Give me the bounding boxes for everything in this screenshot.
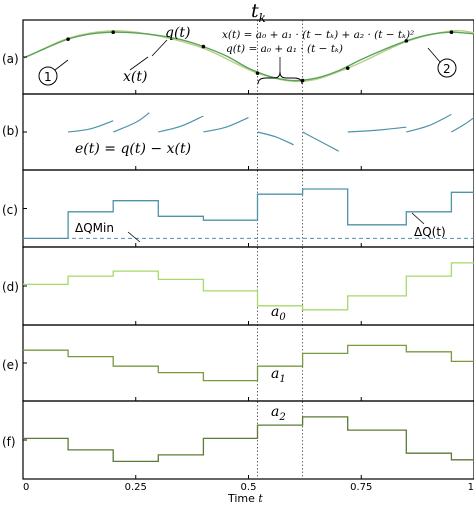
error-segment-1: [68, 120, 114, 133]
panel-a-marker-2-circle: [437, 58, 457, 78]
coef-a2-step-line: [23, 416, 474, 463]
error-segment-2: [112, 112, 150, 133]
panel-e-a1-label: a1: [271, 366, 286, 385]
pointer-dq: [411, 212, 425, 225]
x-tick-label: 0.5: [241, 482, 257, 493]
dq-step-line: [23, 188, 474, 240]
panel-e-frame: [22, 324, 474, 402]
panel-c: (c) ΔQMin ΔQ(t): [2, 169, 474, 248]
panel-d: (d) a0: [2, 246, 474, 326]
marker-point-7: [404, 39, 409, 43]
error-segment-7: [347, 126, 407, 133]
panel-d-a0-label: a0: [271, 304, 286, 323]
pointer-1: [54, 59, 69, 71]
panel-c-frame: [22, 169, 474, 248]
panel-a-marker-2-label: 2: [443, 62, 451, 76]
error-segment-3: [158, 115, 204, 133]
x-tick-label: 0.25: [125, 482, 147, 493]
panel-a: (a) q(t) x(t) 1 2 x(t) = a₀ + a₁ · (t − …: [2, 19, 474, 95]
error-segment-4: [203, 117, 249, 133]
x-tick-label: 0: [23, 482, 29, 493]
marker-point-3: [201, 44, 206, 49]
marker-point-1: [66, 37, 70, 41]
top-label-tk: tk: [251, 0, 266, 25]
error-segment-5: [257, 131, 294, 146]
panel-c-dq-label: ΔQ(t): [414, 225, 446, 239]
coef-a1-step-line: [23, 344, 474, 382]
guide-lines: [257, 20, 304, 479]
panel-b-error-label: e(t) = q(t) − x(t): [75, 141, 191, 157]
x-tick-label: 0.75: [350, 482, 372, 493]
panel-a-x-label: x(t): [123, 69, 147, 85]
marker-point-4: [255, 71, 260, 75]
panel-c-dqmin-label: ΔQMin: [75, 221, 114, 235]
pointer-x: [129, 56, 149, 71]
panel-a-marker-1-label: 1: [44, 70, 52, 84]
panel-a-q-label: q(t): [165, 25, 191, 41]
panel-f-a2-label: a2: [271, 404, 286, 423]
error-segment-9: [451, 117, 474, 133]
formula-x: x(t) = a₀ + a₁ · (t − tₖ) + a₂ · (t − tₖ…: [222, 29, 414, 41]
pointer-q: [151, 39, 168, 57]
formula-q: q(t) = a₀ + a₁ · (t − tₖ): [226, 43, 343, 55]
panel-b: (b) e(t) = q(t) − x(t): [2, 93, 474, 171]
brace: [257, 71, 303, 85]
pointer-2: [427, 47, 441, 63]
panel-b-label: (b): [2, 124, 19, 138]
x-tick-label: 1: [468, 482, 474, 493]
x-axis-title: Time t: [227, 492, 263, 505]
panel-d-label: (d): [2, 280, 19, 294]
error-segment-8: [406, 113, 452, 133]
series-x-line: [22, 31, 474, 82]
panel-a-label: (a): [2, 52, 19, 66]
marker-point-6: [345, 66, 350, 70]
panel-e: (e) a1: [2, 324, 474, 402]
coef-a0-step-line: [23, 262, 474, 311]
error-segment-6: [302, 131, 339, 152]
pointer-dqmin: [127, 231, 141, 243]
x-axis: 0 0.25 0.5 0.75 1: [22, 90, 474, 493]
marker-point-2: [111, 30, 115, 34]
panel-f: (f) a2: [2, 400, 474, 480]
panel-f-label: (f): [2, 435, 16, 449]
panel-e-label: (e): [2, 358, 19, 372]
marker-point-8: [449, 30, 454, 34]
panel-c-label: (c): [2, 203, 18, 217]
panel-a-marker-1-circle: [38, 66, 58, 86]
